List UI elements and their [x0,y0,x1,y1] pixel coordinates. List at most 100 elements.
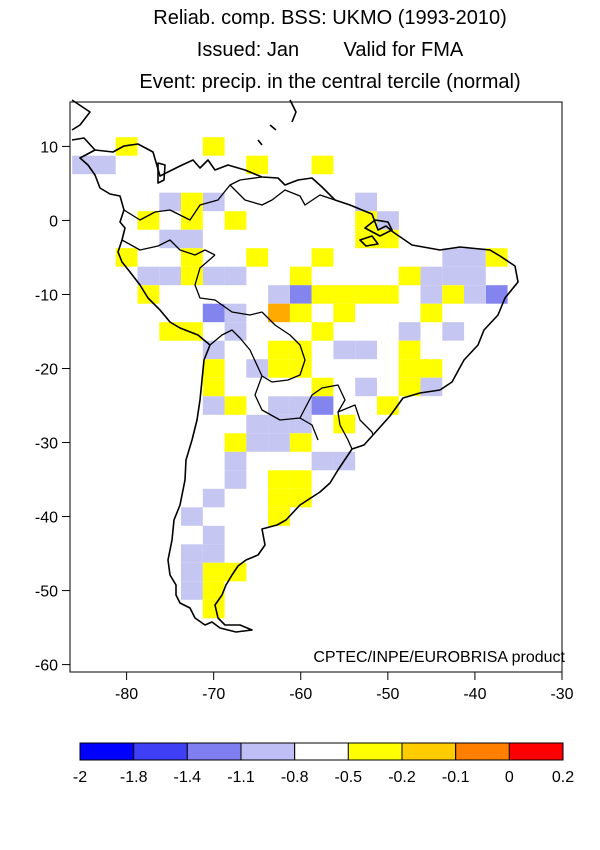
score-cell [181,562,203,582]
score-cell [398,359,421,378]
y-tick-label: -30 [35,436,58,453]
score-cell [224,470,247,489]
score-cell [311,451,334,471]
x-axis: -80 -70 -60 -50 -40 -30 [115,672,574,703]
score-cell [442,285,465,304]
score-cell [289,414,312,434]
score-cell [202,599,225,619]
colorbar-segment [347,742,403,761]
colorbar-segment [186,742,242,761]
score-cell [159,266,182,286]
score-cell [268,470,290,489]
score-cell [333,285,356,304]
score-cell [268,303,290,323]
score-cell [137,266,160,286]
score-cell [442,266,465,286]
score-cell [377,211,399,230]
score-cell [181,192,203,212]
score-cell [137,211,160,230]
score-cell [289,266,312,286]
score-cell [202,544,225,563]
colorbar-segment [79,742,135,761]
score-cell [268,488,290,508]
colorbar-tick-label: -0.2 [388,769,416,786]
score-cell [268,414,290,434]
y-tick-label: -40 [35,510,58,527]
score-cell [311,248,334,267]
x-tick-label: -70 [202,686,225,703]
score-cell [420,377,443,397]
score-cell [398,340,421,360]
score-cell [268,396,290,415]
colorbar-tick-label: -2 [73,769,87,786]
colorbar-tick-label: -1.1 [227,769,255,786]
colorbar-tick-label: 0.2 [552,769,574,786]
score-cell [159,322,182,341]
score-cell [289,470,312,489]
score-cell [355,285,377,304]
score-cell [246,155,269,175]
score-cell [115,248,138,267]
score-cell [420,303,443,323]
score-cell [420,285,443,304]
score-cell [464,285,486,304]
score-cell [398,322,421,341]
score-cell [202,192,225,212]
score-cell [137,285,160,304]
score-cell [464,248,486,267]
title-line-3: Event: precip. in the central tercile (n… [139,71,521,93]
score-cell [202,488,225,508]
score-cell [181,211,203,230]
y-tick-label: -10 [35,287,58,304]
score-cell [224,266,247,286]
score-cell [420,359,443,378]
score-cell [485,248,508,267]
score-cell [224,562,247,582]
score-cell [181,544,203,563]
score-cell [464,266,486,286]
score-cell [377,285,399,304]
score-cell [442,248,465,267]
y-tick-label: 0 [49,213,58,230]
score-cell [202,525,225,545]
score-cell [181,266,203,286]
score-cell [202,266,225,286]
coastline-layer [71,99,519,633]
score-cell [398,377,421,397]
score-cell [202,396,225,415]
colorbar [79,742,564,761]
score-cell [485,285,508,304]
score-cell [202,303,225,323]
score-cell [333,414,356,434]
colorbar-segment [133,742,188,761]
score-cell [268,285,290,304]
score-cell [377,396,399,415]
x-tick-label: -30 [550,686,573,703]
lake-maracaibo [157,162,166,184]
score-cell [202,340,225,360]
score-cell [181,581,203,600]
score-cell [311,285,334,304]
score-cell [289,488,312,508]
score-cell [224,433,247,452]
score-cell [333,303,356,323]
score-cell [159,192,182,212]
score-cell [93,155,116,175]
score-cell [355,229,377,249]
score-cell [355,377,377,397]
score-cell [246,359,269,378]
score-cell [224,396,247,415]
caribbean-islands [257,99,297,146]
score-cell [311,322,334,341]
score-cell [159,229,182,249]
score-cell [181,229,203,249]
colorbar-tick-label: -0.5 [335,769,363,786]
score-cell [289,303,312,323]
colorbar-tick-label: 0 [505,769,514,786]
score-cell [355,340,377,360]
colorbar-tick-label: -1.4 [174,769,202,786]
x-tick-label: -80 [115,686,138,703]
amazon-delta-islands [359,219,393,247]
colorbar-tick-label: -0.8 [281,769,309,786]
